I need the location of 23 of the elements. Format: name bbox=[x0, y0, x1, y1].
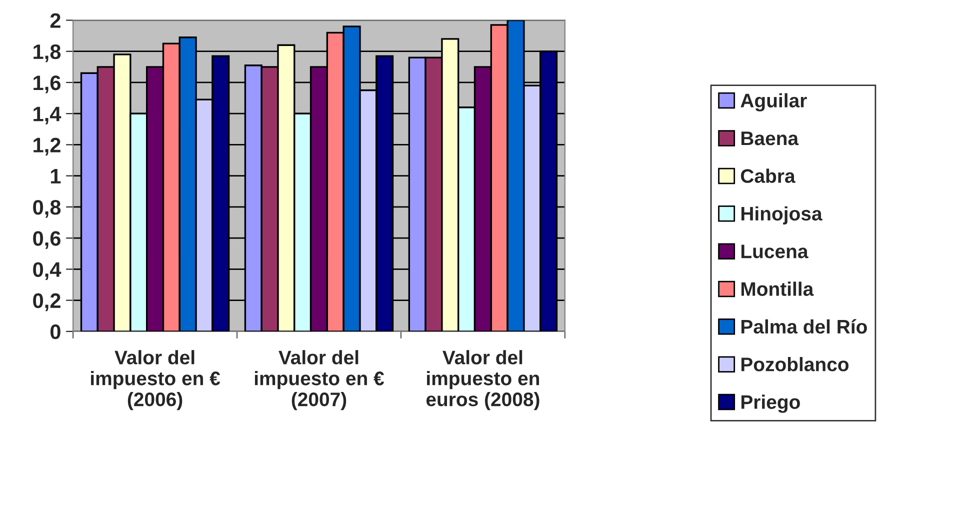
legend-label: Cabra bbox=[740, 168, 796, 183]
y-tick-label: 1,8 bbox=[34, 44, 61, 62]
x-tick-label: Valor del impuesto en euros (2008) bbox=[426, 350, 540, 410]
y-tick-label: 0,2 bbox=[33, 293, 60, 312]
legend-label: Hinojosa bbox=[741, 206, 822, 224]
legend-label: Lucena bbox=[741, 244, 808, 258]
y-tick-label: 1,2 bbox=[34, 138, 60, 156]
legend-label: Montilla bbox=[741, 282, 814, 296]
legend-label: Palma del Río bbox=[741, 319, 867, 334]
x-tick-label: Valor del impuesto en € (2006) bbox=[91, 350, 220, 410]
legend-label: Priego bbox=[741, 394, 800, 413]
y-tick-label: 1,4 bbox=[34, 106, 62, 124]
y-tick-label: 1 bbox=[50, 169, 61, 184]
legend-label: Baena bbox=[741, 132, 799, 146]
y-tick-label: 0,8 bbox=[33, 200, 61, 218]
legend-label: Pozoblanco bbox=[741, 357, 849, 372]
y-tick-label: 2 bbox=[50, 13, 60, 28]
legend-label: Aguilar bbox=[740, 93, 807, 112]
y-tick-label: 0,6 bbox=[33, 231, 60, 249]
x-tick-label: Valor del impuesto en € (2007) bbox=[254, 350, 384, 410]
y-tick-label: 0 bbox=[50, 324, 60, 340]
y-tick-label: 0,4 bbox=[33, 262, 62, 280]
y-tick-label: 1,6 bbox=[34, 75, 60, 94]
